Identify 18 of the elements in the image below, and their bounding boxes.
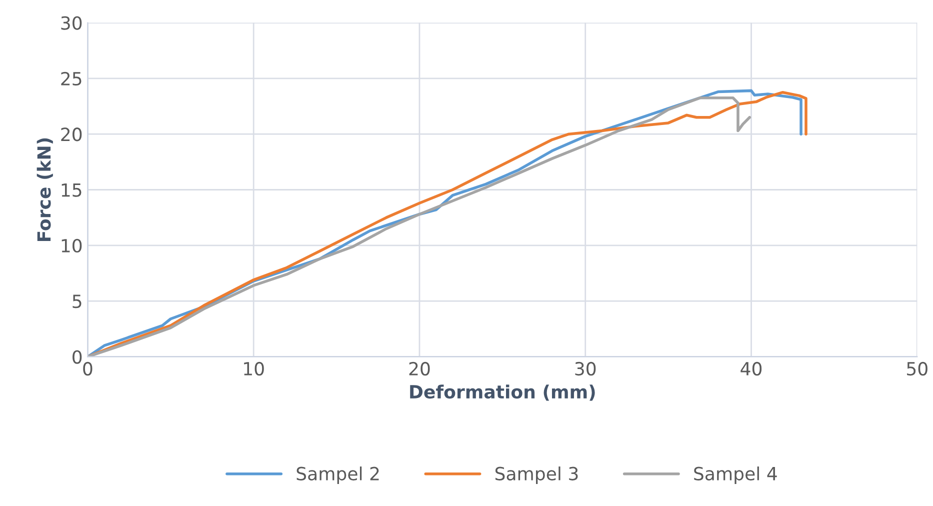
y-tick-label: 15 (62, 183, 82, 197)
y-tick-label: 30 (61, 16, 82, 30)
y-tick-label: 20 (61, 128, 82, 142)
x-tick-label: 10 (244, 362, 264, 376)
y-tick-label: 25 (61, 72, 82, 86)
legend-label: Sampel 2 (296, 466, 379, 484)
x-tick-label: 0 (83, 362, 92, 376)
y-axis-title: Force (kN) (36, 138, 53, 241)
y-tick-label: 5 (72, 294, 82, 308)
legend-label: Sampel 4 (694, 466, 777, 484)
x-axis-title: Deformation (mm) (410, 384, 595, 401)
x-tick-label: 20 (409, 362, 430, 376)
x-tick-label: 40 (740, 362, 762, 376)
y-tick-label: 0 (72, 350, 82, 364)
x-tick-label: 50 (907, 362, 928, 376)
y-tick-label: 10 (62, 238, 82, 253)
legend-label: Sampel 3 (495, 466, 578, 484)
x-tick-label: 30 (575, 362, 596, 376)
